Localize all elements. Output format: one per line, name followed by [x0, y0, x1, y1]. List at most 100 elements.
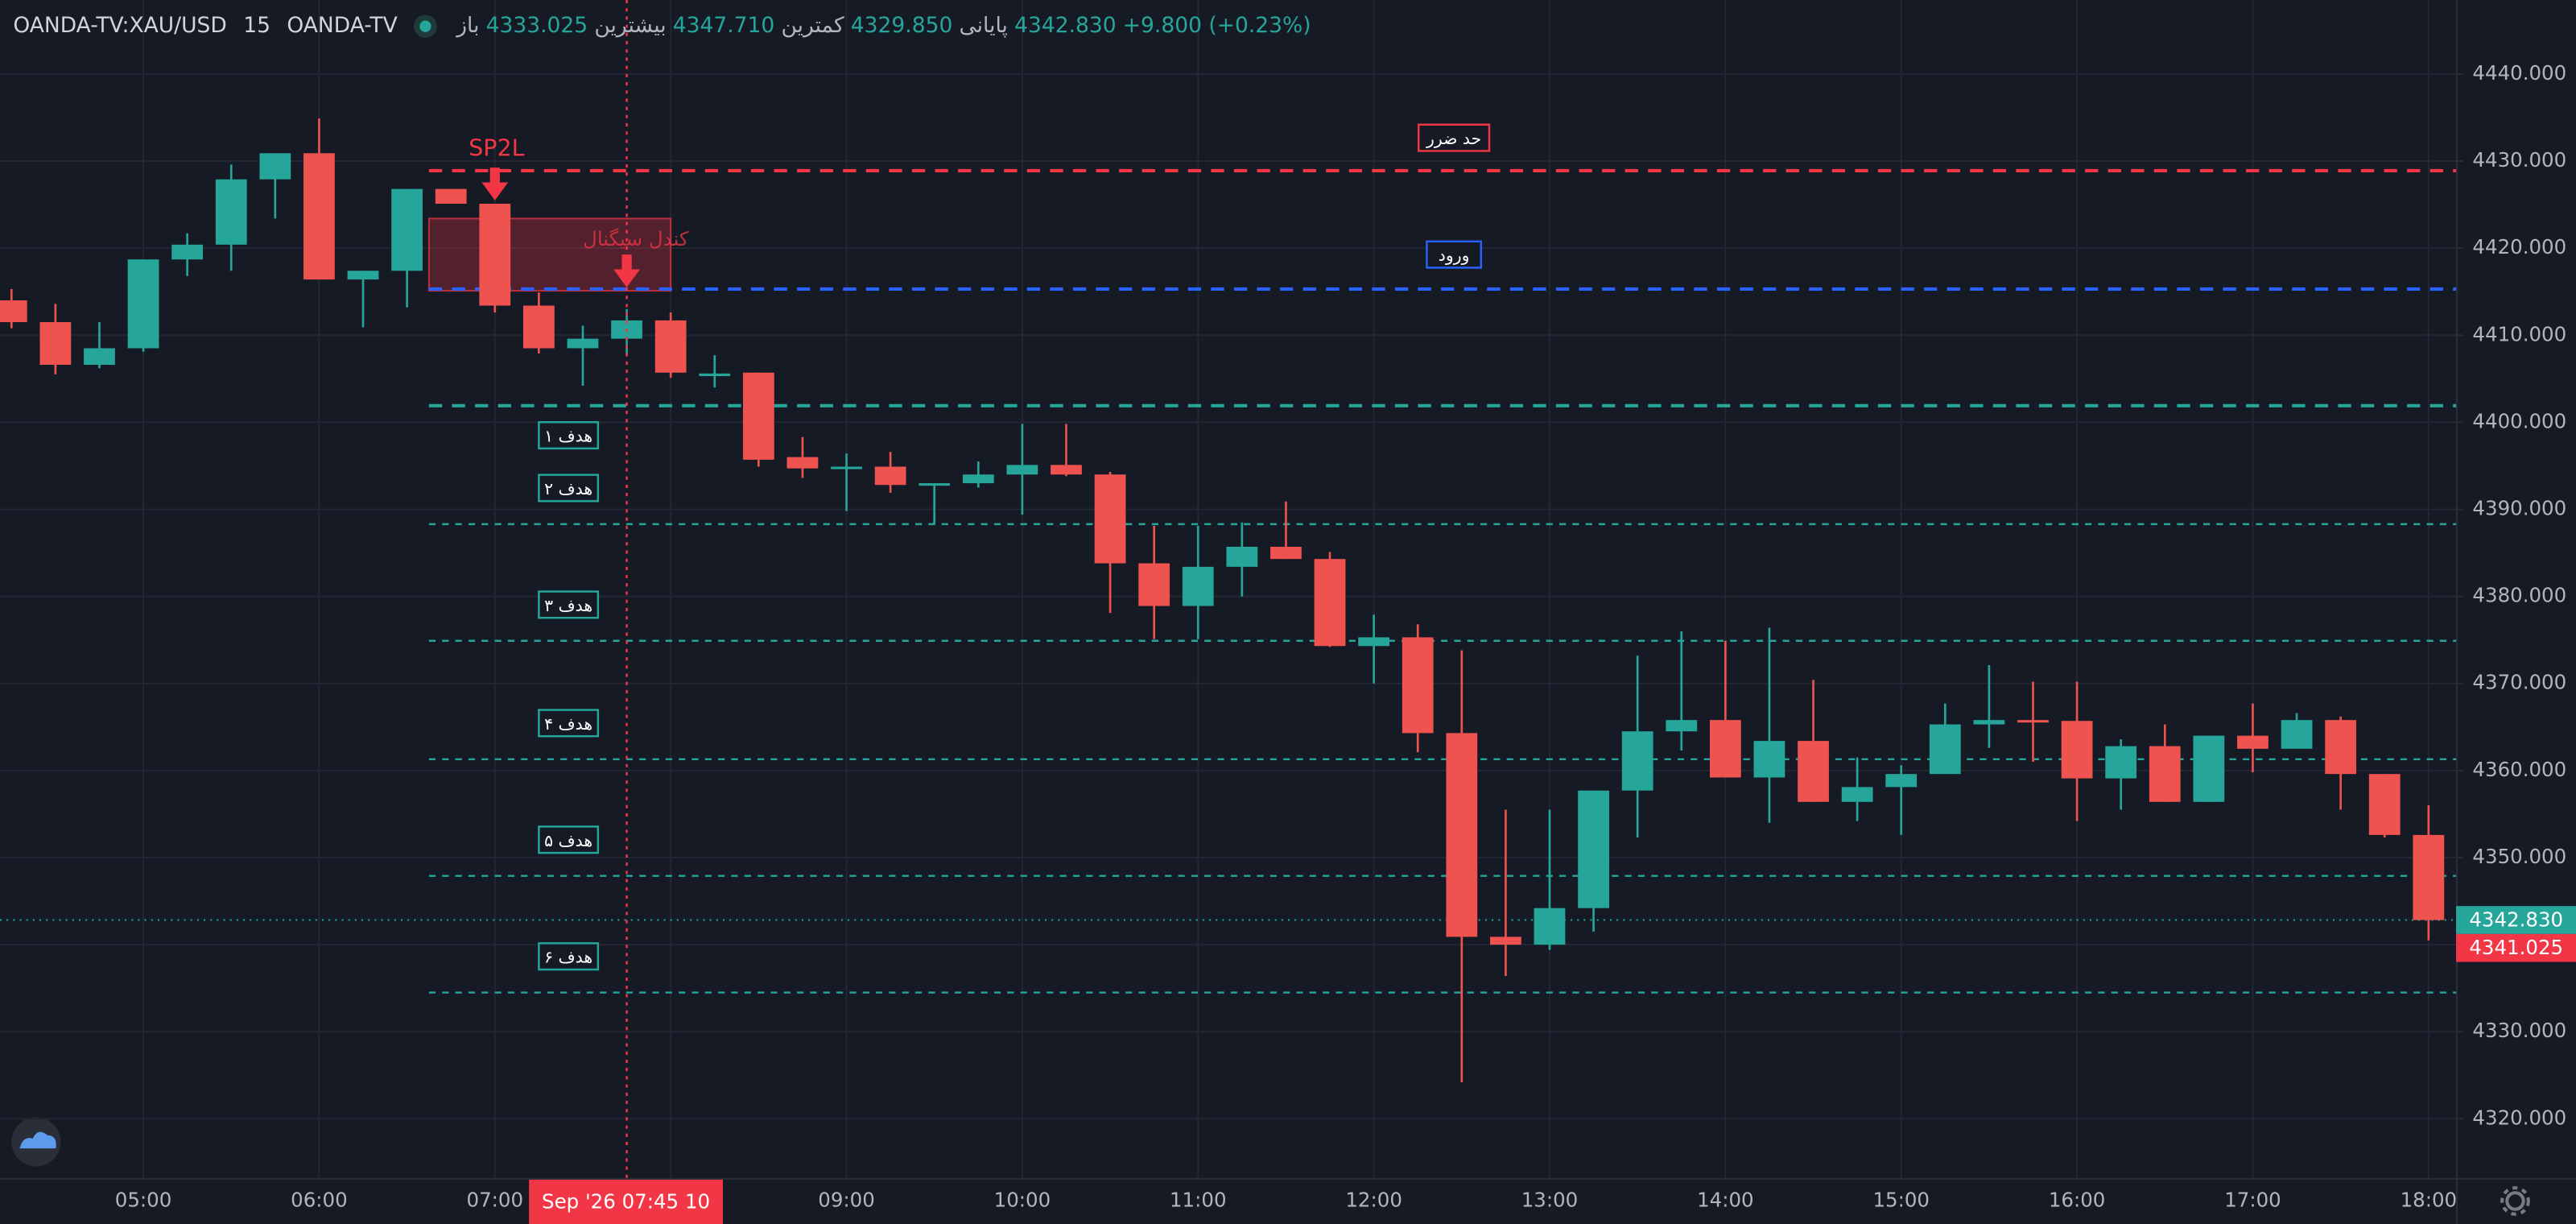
ohlc-label: بیشترین	[594, 13, 666, 38]
candle-body	[1270, 546, 1302, 560]
candle-body	[1402, 637, 1434, 734]
candle-body	[831, 466, 862, 469]
candle-body	[1182, 566, 1214, 606]
candle-body	[84, 348, 115, 366]
candle-body	[962, 474, 994, 484]
y-tick-label: 4430.000	[2472, 148, 2566, 172]
level-label-box	[538, 709, 600, 738]
candle-body	[1841, 787, 1873, 802]
candle-body	[654, 320, 687, 373]
x-tick-label: 11:00	[1170, 1188, 1227, 1211]
level-label: هدف ۱	[544, 427, 592, 446]
level-label-box	[538, 473, 600, 502]
candle-body	[2368, 774, 2401, 835]
candle-body	[1314, 559, 1346, 647]
candle-body	[347, 271, 379, 280]
candle-body	[1094, 474, 1126, 564]
x-tick-label: 07:00	[467, 1188, 524, 1211]
interval: 15	[243, 13, 270, 38]
price-label-box	[2456, 933, 2576, 962]
candle-body	[699, 373, 731, 377]
candle-body	[1885, 774, 1918, 788]
level-label-box	[538, 590, 600, 619]
x-tick-label: 12:00	[1345, 1188, 1402, 1211]
y-tick-label: 4380.000	[2472, 584, 2566, 607]
market-status-dot	[419, 20, 431, 32]
ohlc-label: کمترین	[781, 13, 844, 38]
candle-body	[567, 338, 599, 349]
level-label: هدف ۲	[544, 479, 592, 498]
ohlc-value: 4342.830	[1014, 13, 1117, 38]
y-tick-label: 4400.000	[2472, 409, 2566, 432]
level-label: حد ضرر	[1426, 129, 1481, 148]
crosshair-label: Sep '26 07:45 10	[542, 1189, 710, 1213]
symbol: OANDA-TV:XAU/USD	[13, 13, 226, 38]
candle-body	[874, 466, 906, 486]
level-label-box	[1418, 123, 1491, 152]
level-label-box	[1426, 240, 1483, 269]
level-label: هدف ۶	[544, 948, 592, 967]
candle-body	[786, 457, 819, 469]
signal-box-label: کندل سیگنال	[583, 227, 689, 250]
candle-body	[1666, 720, 1698, 732]
y-tick-label: 4350.000	[2472, 845, 2566, 868]
price-label: 4342.830	[2469, 908, 2563, 932]
signal-arrow	[613, 254, 640, 287]
x-tick-label: 06:00	[291, 1188, 348, 1211]
signal-arrow	[481, 167, 509, 201]
level-label: هدف ۳	[544, 596, 592, 615]
annotation: SP2L	[469, 134, 525, 162]
candle-body	[215, 179, 247, 245]
candle-body	[742, 372, 774, 460]
candle-body	[2061, 721, 2093, 779]
candle-body	[2325, 720, 2357, 775]
change: +9.800 (+0.23%)	[1123, 13, 1311, 38]
candle-body	[1578, 790, 1609, 908]
x-tick-label: 09:00	[818, 1188, 875, 1211]
candle-body	[0, 300, 27, 323]
candle-body	[919, 483, 951, 486]
candle-body	[435, 188, 467, 205]
ohlc-value: 4329.850	[851, 13, 953, 38]
candle-body	[479, 204, 511, 306]
candle-body	[1709, 720, 1741, 778]
candle-body	[1138, 563, 1170, 606]
source: OANDA-TV	[287, 13, 397, 38]
ohlc-label: پایانی	[960, 13, 1008, 38]
price-label: 4341.025	[2469, 936, 2563, 959]
candle-body	[303, 153, 335, 280]
candle-body	[2413, 834, 2445, 920]
level-label: ورود	[1439, 246, 1470, 265]
candle-body	[1006, 465, 1038, 475]
candle-body	[2237, 735, 2268, 749]
settings-icon[interactable]	[2505, 1191, 2525, 1211]
y-tick-label: 4370.000	[2472, 671, 2566, 694]
candle-body	[1534, 908, 1566, 945]
ohlc-label: باز	[455, 13, 479, 38]
y-tick-label: 4320.000	[2472, 1106, 2566, 1129]
x-tick-label: 05:00	[115, 1188, 172, 1211]
candle-body	[1621, 731, 1653, 791]
x-tick-label: 10:00	[994, 1188, 1051, 1211]
candle-body	[1051, 465, 1082, 475]
y-tick-label: 4410.000	[2472, 322, 2566, 345]
y-tick-label: 4360.000	[2472, 758, 2566, 781]
candle-body	[1973, 720, 2005, 725]
x-tick-label: 16:00	[2049, 1188, 2106, 1211]
ohlc-value: 4347.710	[673, 13, 775, 38]
level-label-box	[538, 421, 600, 450]
y-tick-label: 4390.000	[2472, 497, 2566, 520]
y-tick-label: 4330.000	[2472, 1019, 2566, 1042]
x-tick-label: 15:00	[1872, 1188, 1930, 1211]
candle-body	[2149, 746, 2181, 802]
settings-icon-teeth	[2500, 1186, 2530, 1216]
candle-body	[523, 305, 555, 349]
candle-body	[2105, 746, 2137, 779]
candle-body	[1929, 724, 1961, 775]
ohlc-value: 4333.025	[486, 13, 588, 38]
candle-body	[2193, 735, 2225, 802]
logo-icon	[19, 1131, 56, 1149]
